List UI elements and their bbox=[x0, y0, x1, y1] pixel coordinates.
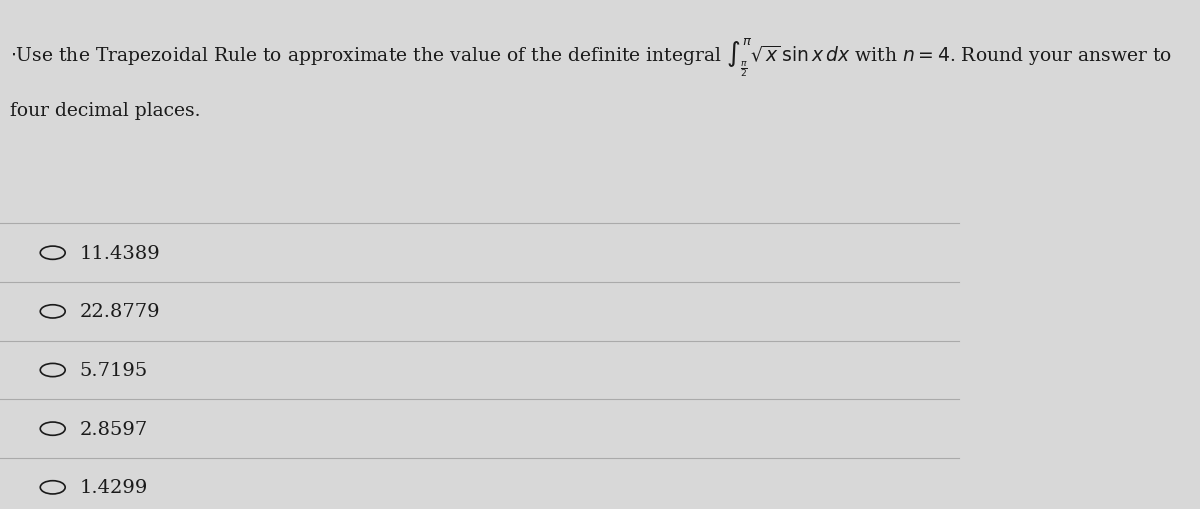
Text: four decimal places.: four decimal places. bbox=[10, 102, 200, 120]
Text: 22.8779: 22.8779 bbox=[79, 303, 160, 321]
Text: 11.4389: 11.4389 bbox=[79, 244, 161, 262]
Text: 5.7195: 5.7195 bbox=[79, 361, 148, 379]
Text: 1.4299: 1.4299 bbox=[79, 478, 148, 496]
Text: $\cdot$Use the Trapezoidal Rule to approximate the value of the definite integra: $\cdot$Use the Trapezoidal Rule to appro… bbox=[10, 36, 1171, 78]
Text: 2.8597: 2.8597 bbox=[79, 420, 148, 438]
